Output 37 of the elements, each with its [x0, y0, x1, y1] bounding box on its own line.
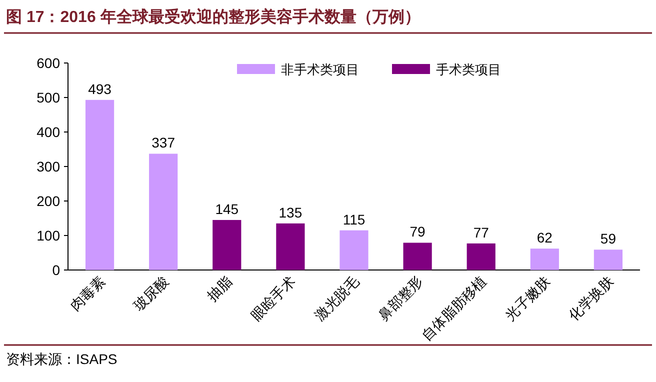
- x-tick-label: 光子嫩肤: [502, 272, 553, 324]
- bar: [594, 250, 623, 270]
- x-tick-label: 肉毒素: [66, 272, 108, 314]
- y-tick-label: 300: [36, 158, 60, 174]
- legend-label: 非手术类项目: [281, 62, 359, 77]
- bar: [403, 242, 432, 270]
- data-label: 115: [342, 211, 366, 228]
- data-label: 77: [473, 224, 490, 240]
- data-label: 493: [88, 80, 112, 97]
- y-tick-label: 200: [36, 193, 60, 209]
- bar: [212, 220, 242, 270]
- x-tick-label: 鼻部整形: [374, 272, 426, 324]
- x-tick-label: 玻尿酸: [130, 272, 172, 314]
- data-label: 62: [536, 230, 553, 246]
- y-tick-label: 0: [52, 262, 60, 278]
- bar: [276, 223, 305, 270]
- y-tick-label: 100: [36, 228, 60, 244]
- bar: [530, 248, 559, 270]
- x-tick-label: 激光脱毛: [311, 272, 362, 324]
- x-tick-label: 抽脂: [204, 272, 236, 304]
- x-tick-label: 化学换肤: [565, 272, 616, 324]
- y-tick-label: 400: [36, 124, 60, 140]
- legend-label: 手术类项目: [436, 62, 501, 77]
- data-label: 59: [600, 230, 616, 247]
- bar: [85, 100, 114, 270]
- data-label: 79: [410, 224, 426, 240]
- bar: [466, 243, 496, 270]
- data-label: 135: [278, 204, 302, 220]
- text: 资料来源：ISAPS: [6, 351, 118, 367]
- y-tick-label: 600: [36, 55, 60, 71]
- bar: [340, 230, 368, 270]
- bar: [149, 154, 178, 270]
- data-label: 337: [152, 134, 176, 151]
- y-tick-label: 500: [36, 90, 60, 106]
- x-tick-label: 眼睑手术: [248, 272, 299, 324]
- chart-title: 图 17：2016 年全球最受欢迎的整形美容手术数量（万例）: [6, 7, 420, 26]
- data-label: 145: [215, 200, 239, 217]
